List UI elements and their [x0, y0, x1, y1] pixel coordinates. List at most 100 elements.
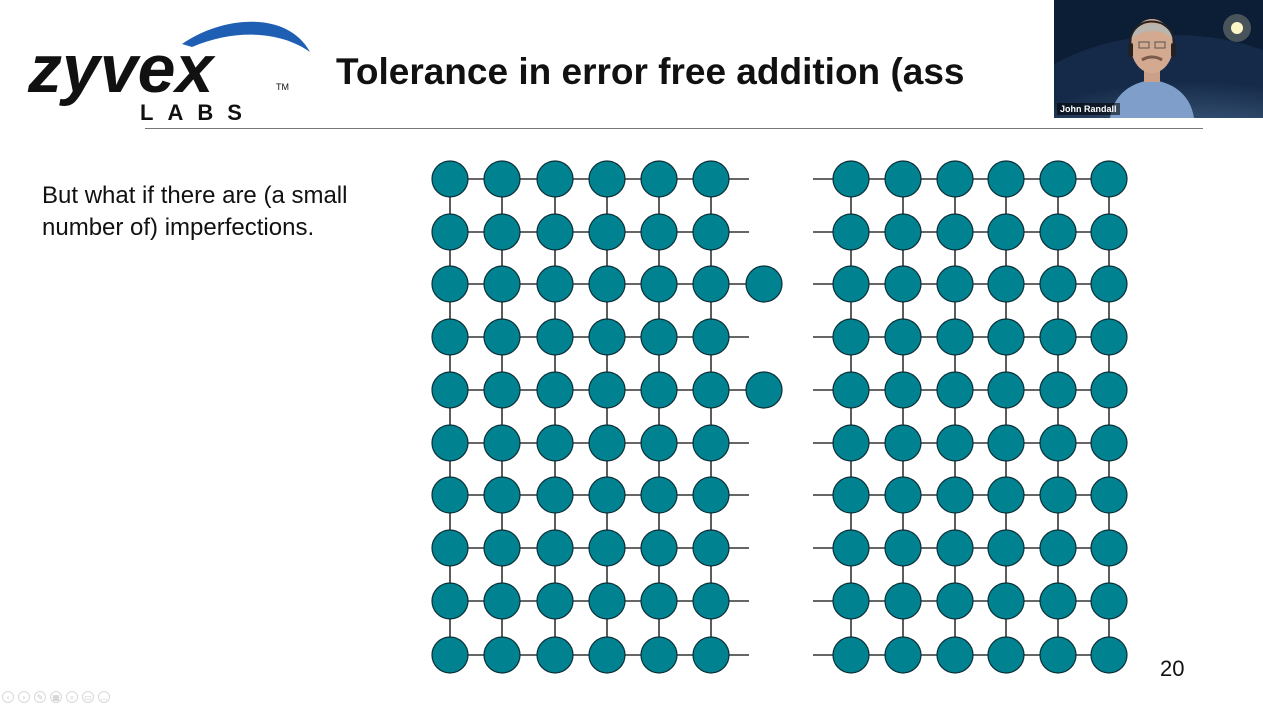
lattice-atom [1039, 636, 1077, 674]
lattice-atom [832, 371, 870, 409]
lattice-atom [431, 265, 469, 303]
lattice-atom [884, 529, 922, 567]
logo-wordmark: zyvex [27, 31, 216, 107]
lattice-atom [536, 265, 574, 303]
lattice-atom [588, 265, 626, 303]
lattice-atom [588, 424, 626, 462]
lattice-atom [832, 265, 870, 303]
lattice-atom [692, 371, 730, 409]
lattice-atom [536, 424, 574, 462]
logo-swoosh [182, 21, 310, 52]
lattice-atom [640, 582, 678, 620]
lattice-atom [832, 213, 870, 251]
lattice-atom [640, 265, 678, 303]
lattice-atom [536, 582, 574, 620]
lattice-atom [588, 213, 626, 251]
lattice-atom [987, 213, 1025, 251]
lattice-atom [692, 529, 730, 567]
lattice-atom [483, 213, 521, 251]
lattice-atom [588, 476, 626, 514]
lattice-atom [588, 160, 626, 198]
prev-icon[interactable]: ‹ [2, 691, 14, 703]
lattice-atom [1090, 636, 1128, 674]
webcam-video [1054, 0, 1263, 118]
lattice-atom [1039, 529, 1077, 567]
lattice-atom [640, 476, 678, 514]
lattice-atom [1090, 371, 1128, 409]
lattice-atom [640, 213, 678, 251]
lattice-atom [431, 529, 469, 567]
presenter-name-label: John Randall [1057, 103, 1120, 115]
lattice-atom [987, 424, 1025, 462]
lattice-atom [588, 582, 626, 620]
lattice-atom [987, 476, 1025, 514]
slide-title: Tolerance in error free addition (ass [336, 51, 965, 92]
lattice-atom [1090, 476, 1128, 514]
lattice-atom [483, 476, 521, 514]
lattice-atom [483, 160, 521, 198]
lattice-atom [884, 265, 922, 303]
lattice-atom [987, 318, 1025, 356]
lattice-atom [884, 424, 922, 462]
lattice-atom [884, 318, 922, 356]
lattice-atom [536, 318, 574, 356]
lattice-atom [692, 476, 730, 514]
lattice-atom [431, 318, 469, 356]
options-icon[interactable]: ▭ [82, 691, 94, 703]
lattice-atom [884, 476, 922, 514]
lattice-atom [884, 371, 922, 409]
slide-body-text: But what if there are (a small number of… [42, 182, 348, 241]
lattice-atom [987, 529, 1025, 567]
lattice-atom [431, 213, 469, 251]
lattice-atom [936, 424, 974, 462]
lattice-atom [483, 265, 521, 303]
lattice-atom [832, 582, 870, 620]
lattice-atom [936, 476, 974, 514]
more-icon[interactable]: … [98, 691, 110, 703]
lattice-atom [832, 318, 870, 356]
lattice-atom [832, 529, 870, 567]
lattice-atom [431, 371, 469, 409]
zoom-icon[interactable]: ⌕ [66, 691, 78, 703]
pen-icon[interactable]: ✎ [34, 691, 46, 703]
lattice-atom [832, 160, 870, 198]
slideshow-controls: ‹ › ✎ ▦ ⌕ ▭ … [2, 691, 110, 705]
lattice-atom [588, 371, 626, 409]
lattice-atom [936, 636, 974, 674]
lattice-atom [431, 636, 469, 674]
lattice-atom [987, 160, 1025, 198]
lattice-atom [640, 371, 678, 409]
lattice-atom [936, 529, 974, 567]
slide-page-number: 20 [1160, 656, 1185, 681]
lattice-atom [1039, 582, 1077, 620]
lattice-atom [536, 476, 574, 514]
slides-icon[interactable]: ▦ [50, 691, 62, 703]
lattice-atom [832, 424, 870, 462]
lattice-atom [987, 582, 1025, 620]
lattice-atom [640, 636, 678, 674]
lattice-atom [431, 160, 469, 198]
lattice-atom [987, 265, 1025, 303]
lattice-atom [692, 213, 730, 251]
lattice-atom [832, 636, 870, 674]
lattice-atom [884, 582, 922, 620]
lattice-atom [1039, 318, 1077, 356]
lattice-atom [692, 636, 730, 674]
lattice-atom [987, 371, 1025, 409]
lattice-atom [1039, 160, 1077, 198]
extra-atom [745, 265, 783, 303]
lattice-atom [640, 160, 678, 198]
lattice-atom [692, 424, 730, 462]
lattice-atom [1090, 318, 1128, 356]
lattice-atom [936, 160, 974, 198]
lattice-atom [431, 582, 469, 620]
next-icon[interactable]: › [18, 691, 30, 703]
lattice-atom [936, 318, 974, 356]
lattice-atom [987, 636, 1025, 674]
lattice-atom [936, 213, 974, 251]
lattice-atom [536, 213, 574, 251]
lattice-atom [692, 582, 730, 620]
lattice-atom [936, 371, 974, 409]
lattice-atom [1090, 424, 1128, 462]
lattice-atom [483, 371, 521, 409]
